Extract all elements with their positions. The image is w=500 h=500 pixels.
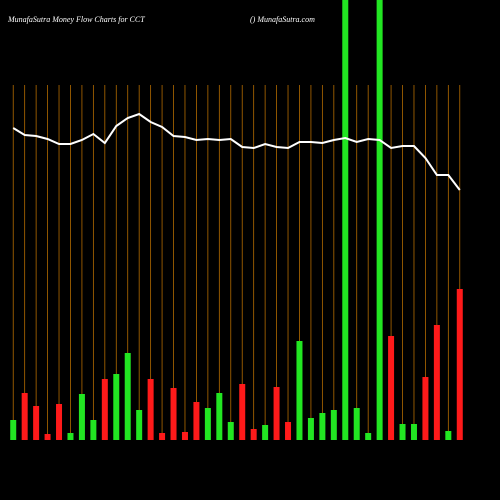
bar <box>193 402 200 440</box>
bar <box>388 336 395 440</box>
bar <box>67 433 74 440</box>
bar <box>250 429 257 440</box>
bar <box>330 410 337 440</box>
bar <box>33 406 40 440</box>
bar <box>159 433 166 440</box>
bar <box>342 0 349 440</box>
bar <box>353 408 360 440</box>
bar <box>56 404 63 440</box>
bar <box>365 433 372 440</box>
bar <box>456 289 463 440</box>
bar <box>445 431 452 440</box>
bar <box>170 388 177 440</box>
bar <box>433 325 440 440</box>
bar <box>90 420 97 440</box>
bar <box>273 387 280 440</box>
bar <box>10 420 17 440</box>
bar <box>399 424 406 440</box>
bar <box>227 422 234 440</box>
bar <box>239 384 246 440</box>
bar <box>124 353 131 440</box>
bar <box>376 0 383 440</box>
bar <box>319 413 326 440</box>
bar <box>21 393 28 440</box>
bar <box>285 422 292 440</box>
chart-subtitle: () MunafaSutra.com <box>250 15 315 24</box>
line <box>12 112 461 191</box>
bar <box>216 393 223 440</box>
bar <box>262 425 269 440</box>
bar <box>410 424 417 440</box>
bar <box>296 341 303 440</box>
chart-title: MunafaSutra Money Flow Charts for CCT <box>7 15 145 24</box>
bar <box>44 434 51 440</box>
bar <box>181 432 188 440</box>
bar <box>307 418 314 440</box>
bar <box>204 408 211 440</box>
bar <box>78 394 85 440</box>
bar <box>101 379 108 440</box>
bar <box>147 379 154 440</box>
bar <box>113 374 120 440</box>
bar <box>136 410 143 440</box>
bar <box>422 377 429 440</box>
